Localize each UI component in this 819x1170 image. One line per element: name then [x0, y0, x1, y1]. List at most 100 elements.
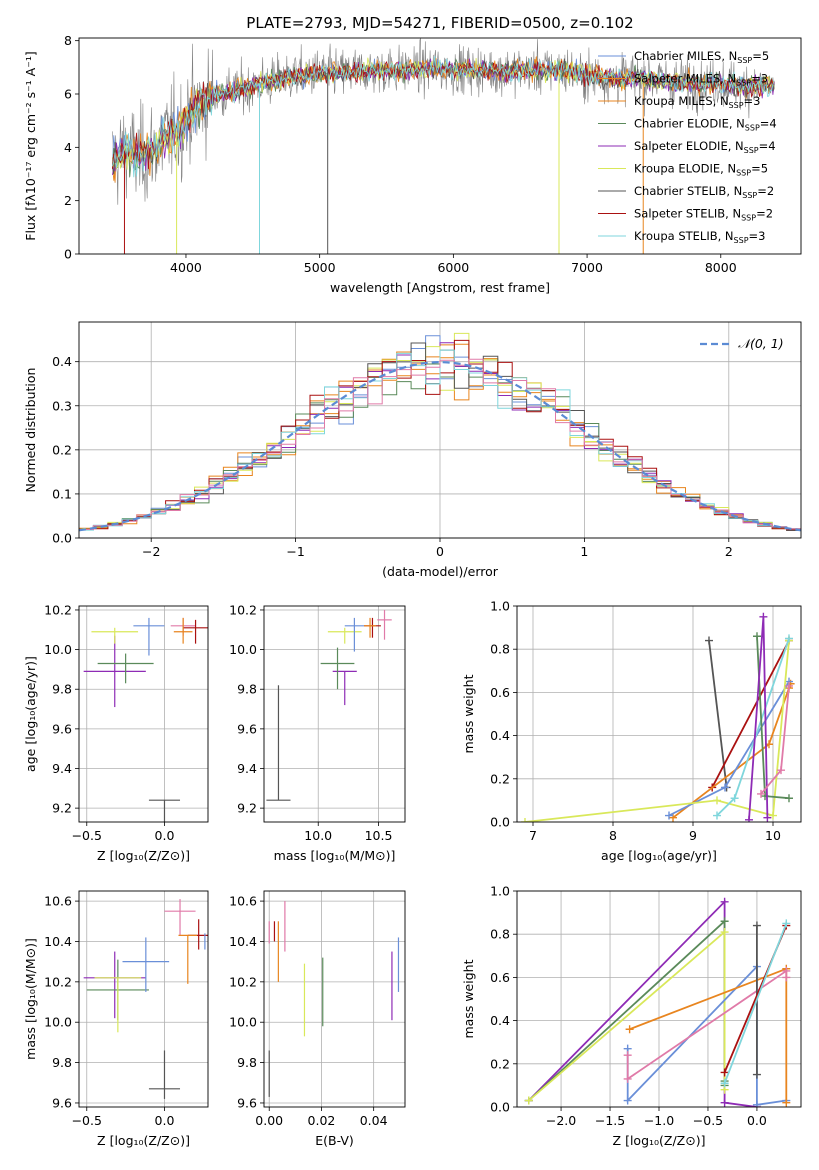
x-tick-label: 0.04 — [360, 1113, 388, 1128]
y-tick-label: 10.6 — [229, 894, 257, 909]
weight-point-marker — [782, 973, 791, 982]
y-tick-label: 10.4 — [229, 934, 257, 949]
x-tick-label: −0.5 — [72, 1113, 102, 1128]
y-tick-label: 0.0 — [490, 1100, 510, 1115]
age-Z-panel: −0.5 0.0 9.2 9.4 9.6 9.8 10.0 10.2 Z [log₁₀(Z/Z⊙… — [23, 602, 209, 863]
weight-point-marker — [759, 612, 768, 621]
weight-series-line — [716, 638, 790, 817]
weight-point-marker — [752, 921, 761, 930]
weight-point-marker — [623, 1051, 632, 1060]
weight-point-marker — [785, 634, 793, 643]
x-tick-label: 7 — [529, 828, 537, 843]
weight-point-marker — [720, 928, 729, 937]
axes-frame — [516, 605, 802, 823]
x-axis-label: mass [log₁₀(M/M⊙)] — [274, 848, 396, 863]
y-axis-label: mass weight — [461, 674, 476, 753]
weight-point-marker — [623, 1096, 632, 1105]
y-tick-label: 0.2 — [490, 1056, 510, 1071]
weight-point-marker — [625, 1025, 634, 1034]
x-tick-label: 8 — [609, 828, 617, 843]
weight-age-panel: 7 8 9 10 0.0 0.2 0.4 0.6 0.8 1.0 age [log₁₀(age/yr… — [461, 599, 802, 863]
normal-curve — [79, 360, 801, 532]
weight-point-marker — [720, 917, 729, 926]
x-tick-label: −2 — [142, 544, 160, 559]
legend-label: Salpeter ELODIE, NSSP=4 — [634, 139, 776, 155]
weight-point-marker — [785, 794, 793, 803]
y-tick-label: 10.2 — [229, 974, 257, 989]
y-tick-label: 9.2 — [52, 801, 72, 816]
y-tick-label: 0.3 — [52, 398, 72, 413]
x-tick-label: 10.5 — [365, 828, 393, 843]
x-axis-label: Z [log₁₀(Z/Z⊙)] — [97, 1133, 190, 1148]
weight-point-marker — [721, 783, 729, 792]
x-tick-label: 9 — [689, 828, 697, 843]
weight-point-marker — [720, 897, 729, 906]
axes-frame — [78, 37, 802, 255]
residuals-panel: −2 −1 0 1 2 0.0 0.1 0.2 0.3 0.4 (data-model)/error… — [23, 321, 802, 579]
y-tick-label: 9.8 — [237, 1055, 257, 1070]
x-tick-label: 0.0 — [747, 1113, 767, 1128]
weight-point-marker — [665, 811, 673, 820]
x-axis-label: wavelength [Angstrom, rest frame] — [330, 280, 550, 295]
y-tick-label: 0.8 — [490, 642, 510, 657]
legend-label: Salpeter MILES, NSSP=3 — [634, 72, 768, 88]
model-spectrum-line — [112, 56, 775, 178]
mass-Z-points — [83, 899, 208, 1099]
weight-point-marker — [720, 1098, 729, 1107]
axes-frame — [263, 605, 406, 823]
y-tick-label: 8 — [64, 33, 72, 48]
x-tick-label: 4000 — [170, 260, 202, 275]
legend-label: Kroupa ELODIE, NSSP=5 — [634, 162, 768, 178]
residual-histogram — [79, 358, 801, 530]
weight-series-line — [668, 681, 790, 817]
y-tick-label: 0.1 — [52, 486, 72, 501]
mass-Z-panel: −0.5 0.0 9.6 9.8 10.0 10.2 10.4 10.6 Z [log₁₀(Z/… — [23, 890, 209, 1148]
x-tick-label: 0.00 — [255, 1113, 283, 1128]
y-tick-label: 9.6 — [237, 1095, 257, 1110]
y-tick-label: 10.0 — [229, 642, 257, 657]
y-tick-label: 6 — [64, 87, 72, 102]
axes-frame — [516, 890, 802, 1108]
y-tick-label: 1.0 — [490, 884, 510, 899]
x-tick-label: 0 — [436, 544, 444, 559]
y-tick-label: 4 — [64, 140, 72, 155]
y-tick-label: 2 — [64, 193, 72, 208]
y-tick-label: 10.0 — [44, 642, 72, 657]
legend-label: Kroupa MILES, NSSP=3 — [634, 94, 760, 110]
weight-point-marker — [777, 766, 785, 775]
y-tick-label: 9.4 — [52, 761, 72, 776]
figure-title: PLATE=2793, MJD=54271, FIBERID=0500, z=0… — [246, 14, 633, 32]
mass-EBV-points — [268, 901, 400, 1097]
weight-point-marker — [730, 794, 739, 803]
weight-point-marker — [763, 813, 772, 822]
mass-EBV-panel: 0.00 0.02 0.04 9.6 9.8 10.0 10.2 10.4 10.6 E(B-V) — [229, 890, 406, 1148]
axes-frame — [263, 890, 406, 1108]
weight-series-line — [528, 930, 726, 1102]
y-tick-label: 9.6 — [52, 1095, 72, 1110]
weight-series-line — [723, 923, 788, 1084]
y-tick-label: 10.0 — [44, 1015, 72, 1030]
y-tick-label: 9.6 — [237, 721, 257, 736]
spectrum-panel: 4000 5000 6000 7000 8000 0 2 4 6 8 wavelength [Ang… — [23, 33, 802, 295]
x-axis-label: E(B-V) — [315, 1133, 354, 1148]
y-tick-label: 0.6 — [490, 685, 510, 700]
y-axis-label: mass weight — [461, 959, 476, 1038]
x-axis-label: age [log₁₀(age/yr)] — [601, 848, 717, 863]
age-mass-panel: 10.0 10.5 9.2 9.4 9.6 9.8 10.0 10.2 mass [log₁₀(… — [229, 602, 406, 863]
axes-frame — [78, 605, 209, 823]
y-tick-label: 9.4 — [237, 761, 257, 776]
legend-label: Kroupa STELIB, NSSP=3 — [634, 229, 765, 245]
y-tick-label: 0.2 — [490, 771, 510, 786]
residual-histograms — [79, 332, 801, 532]
y-tick-label: 1.0 — [490, 599, 510, 614]
weight-point-marker — [713, 811, 721, 820]
spectrum-lines — [112, 38, 775, 254]
y-tick-label: 0.8 — [490, 927, 510, 942]
legend-label: Chabrier ELODIE, NSSP=4 — [634, 117, 777, 133]
legend-label: Salpeter STELIB, NSSP=2 — [634, 207, 773, 223]
y-tick-label: 9.8 — [52, 682, 72, 697]
y-tick-label: 9.6 — [52, 721, 72, 736]
weight-point-marker — [623, 1074, 632, 1083]
x-tick-label: 7000 — [571, 260, 603, 275]
